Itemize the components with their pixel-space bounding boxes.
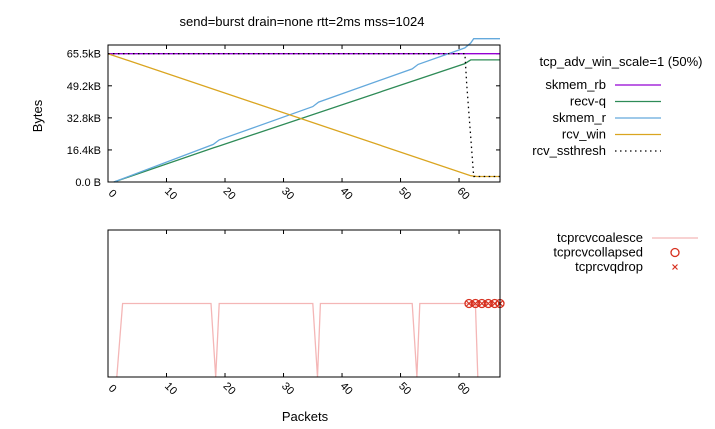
series-tcprcvqdrop-point bbox=[466, 300, 472, 307]
x-tick-label: 40 bbox=[338, 380, 355, 397]
legend-title: tcp_adv_win_scale=1 (50%) bbox=[540, 54, 703, 69]
legend-item-skmem-rb-label: skmem_rb bbox=[545, 77, 606, 92]
series-tcprcvqdrop-point bbox=[472, 300, 479, 307]
legend-item-tcprcvqdrop-key bbox=[672, 264, 678, 270]
x-tick-label: 0 bbox=[106, 187, 119, 200]
series-skmem-r bbox=[113, 38, 500, 183]
x-tick-label: 60 bbox=[455, 380, 472, 397]
x-axis-label: Packets bbox=[282, 409, 329, 424]
series-recv-q bbox=[113, 59, 500, 183]
plot-frame bbox=[107, 44, 501, 183]
x-tick-label: 20 bbox=[221, 185, 238, 202]
y-tick-label: 32.8kB bbox=[67, 113, 101, 125]
x-tick-label: 60 bbox=[455, 185, 472, 202]
series-tcprcvqdrop-point bbox=[491, 300, 498, 307]
series-tcprcvcollapsed-point bbox=[464, 298, 474, 309]
legend-item-recv-q-label: recv-q bbox=[570, 94, 606, 109]
series-tcprcvcollapsed-point bbox=[470, 298, 481, 309]
legend-item-tcprcvcollapsed-key bbox=[670, 247, 680, 258]
series-rcv-win bbox=[107, 53, 500, 178]
x-tick-label: 30 bbox=[279, 185, 296, 202]
series-tcprcvcoalesce bbox=[116, 302, 479, 378]
legend-item-tcprcvcollapsed-label: tcprcvcollapsed bbox=[553, 245, 643, 260]
y-tick-label: 0.0 B bbox=[75, 177, 101, 189]
x-tick-label: 50 bbox=[396, 185, 413, 202]
legend-item-tcprcvqdrop-label: tcprcvqdrop bbox=[575, 259, 643, 274]
series-tcprcvcollapsed-point bbox=[490, 298, 500, 309]
legend-item-rcv-ssthresh-label: rcv_ssthresh bbox=[532, 143, 606, 158]
series-tcprcvqdrop-point bbox=[478, 300, 485, 307]
series-tcprcvcollapsed-point bbox=[483, 298, 493, 309]
y-tick-label: 49.2kB bbox=[67, 81, 101, 93]
legend-item-skmem-r-label: skmem_r bbox=[553, 110, 607, 125]
series-tcprcvcollapsed-point bbox=[477, 298, 487, 309]
legend-item-tcprcvcoalesce-label: tcprcvcoalesce bbox=[557, 230, 643, 245]
x-tick-label: 40 bbox=[338, 185, 355, 202]
x-tick-label: 10 bbox=[162, 380, 179, 397]
chart-title: send=burst drain=none rtt=2ms mss=1024 bbox=[180, 14, 425, 29]
top-plot: 0 10 20 30 40 50 60 0.0 B 16.4kB 32.8kB 49.2kB 65.5… bbox=[67, 38, 501, 202]
x-tick-label: 20 bbox=[221, 380, 238, 397]
series-tcprcvqdrop-point bbox=[485, 300, 492, 307]
legend-item-rcv-win-label: rcv_win bbox=[562, 127, 606, 142]
y-tick-label: 16.4kB bbox=[67, 145, 101, 157]
x-tick-label: 30 bbox=[279, 380, 296, 397]
x-tick-label: 10 bbox=[162, 185, 179, 202]
x-tick-label: 50 bbox=[396, 380, 413, 397]
x-tick-label: 0 bbox=[106, 382, 119, 395]
bottom-plot: 0 10 20 30 40 50 60 bbox=[106, 229, 505, 397]
plot-frame bbox=[107, 229, 501, 378]
y-axis-label: Bytes bbox=[30, 99, 45, 132]
y-tick-label: 65.5kB bbox=[67, 49, 101, 61]
